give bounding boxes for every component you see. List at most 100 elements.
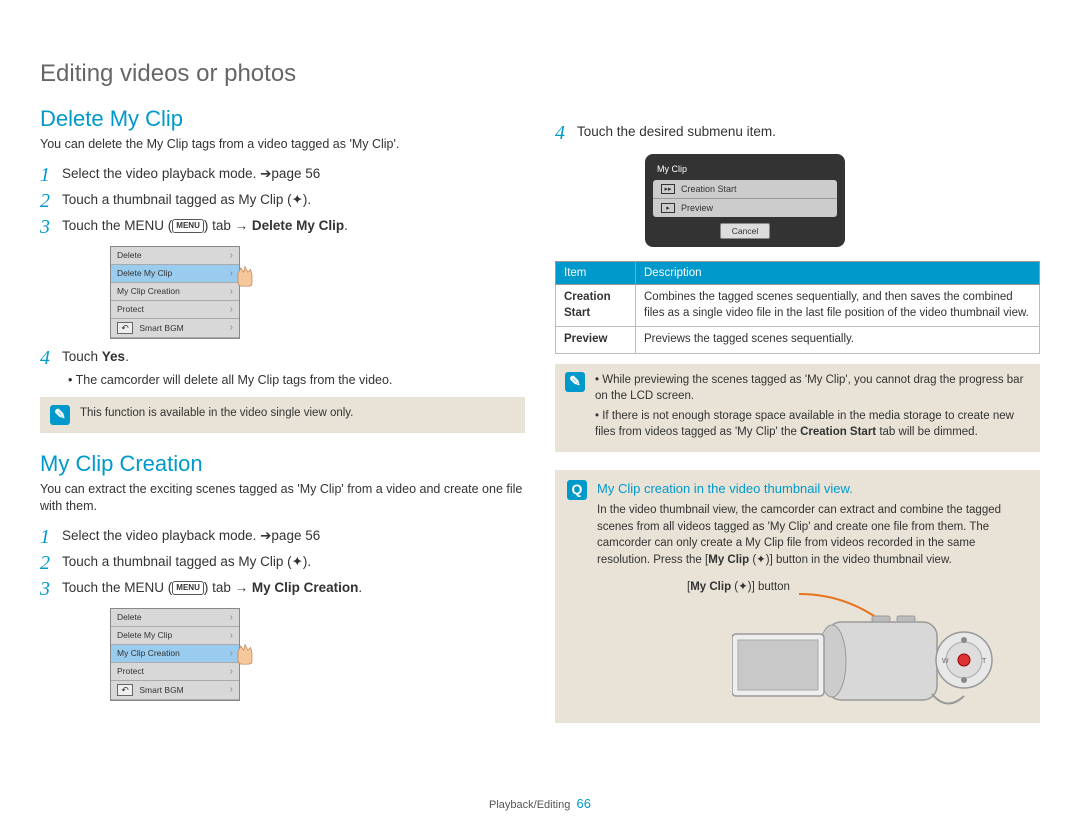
section-creation-intro: You can extract the exciting scenes tagg…: [40, 481, 525, 516]
back-icon: ↶: [117, 684, 133, 696]
menu-row: ↶ Smart BGM›: [111, 319, 239, 338]
creation-steps: 1 Select the video playback mode. ➔page …: [40, 526, 525, 600]
menu-label: Delete: [117, 612, 142, 622]
description-table: Item Description Creation Start Combines…: [555, 261, 1040, 354]
step-number: 2: [40, 552, 62, 574]
table-header: Item: [556, 262, 636, 285]
menu-row: ↶ Smart BGM›: [111, 681, 239, 700]
section-delete-title: Delete My Clip: [40, 106, 525, 132]
chevron-right-icon: ›: [230, 322, 233, 333]
step-text: Touch Yes.: [62, 347, 129, 367]
menu-label: Protect: [117, 304, 144, 314]
menu-row: Delete ›: [111, 609, 239, 627]
text-fragment: .: [358, 580, 362, 595]
text-fragment: .: [344, 218, 348, 233]
warning-box: ✎ While previewing the scenes tagged as …: [555, 364, 1040, 452]
step-number: 3: [40, 578, 62, 600]
chevron-right-icon: ›: [230, 612, 233, 623]
table-item: Preview: [556, 327, 636, 354]
menu-label: My Clip Creation: [117, 286, 180, 296]
menu-label: Delete: [117, 250, 142, 260]
warning-item: If there is not enough storage space ava…: [595, 408, 1030, 440]
chevron-right-icon: ›: [230, 304, 233, 315]
chevron-right-icon: ›: [230, 648, 233, 659]
step-number: 1: [40, 526, 62, 548]
submenu-row: ▸▸ Creation Start: [653, 180, 837, 199]
text-bold: Yes: [102, 349, 125, 364]
step-text: Touch the desired submenu item.: [577, 122, 776, 142]
text-fragment: ) tab →: [204, 218, 252, 233]
menu-label: Delete My Clip: [117, 630, 172, 640]
right-column: 4 Touch the desired submenu item. My Cli…: [555, 60, 1040, 741]
step-number: 4: [555, 122, 577, 144]
step-text: Touch the MENU (MENU) tab → My Clip Crea…: [62, 578, 362, 598]
note-icon: ✎: [50, 405, 70, 425]
chevron-right-icon: ›: [230, 630, 233, 641]
chevron-right-icon: ›: [230, 286, 233, 297]
delete-steps-cont: 4 Touch Yes.: [40, 347, 525, 369]
menu-badge: MENU: [172, 219, 204, 233]
table-desc: Combines the tagged scenes sequentially,…: [636, 285, 1040, 327]
step-number: 2: [40, 190, 62, 212]
camcorder-icon: W T: [732, 604, 1002, 714]
menu-badge: MENU: [172, 581, 204, 595]
step-number: 4: [40, 347, 62, 369]
submenu-label: Creation Start: [681, 184, 737, 194]
text-fragment: tab will be dimmed.: [876, 426, 978, 438]
back-icon: ↶: [117, 322, 133, 334]
text-fragment: Touch the MENU (: [62, 218, 172, 233]
menu-row: My Clip Creation ›: [111, 283, 239, 301]
delete-steps: 1 Select the video playback mode. ➔page …: [40, 164, 525, 238]
menu-label: My Clip Creation: [117, 648, 180, 658]
page-footer: Playback/Editing 66: [0, 796, 1080, 811]
warning-item: While previewing the scenes tagged as 'M…: [595, 372, 1030, 404]
thumbview-heading: My Clip creation in the video thumbnail …: [597, 480, 1028, 498]
right-step4: 4 Touch the desired submenu item.: [555, 122, 1040, 144]
thumbview-body: In the video thumbnail view, the camcord…: [597, 502, 1028, 569]
footer-section: Playback/Editing: [489, 799, 570, 811]
page-number: 66: [576, 796, 590, 811]
menu-label: Smart BGM: [139, 685, 229, 695]
note-icon: ✎: [565, 372, 585, 392]
menu-row-highlight: My Clip Creation ›: [111, 645, 239, 663]
left-column: Editing videos or photos Delete My Clip …: [40, 60, 525, 741]
myclip-button-label: [My Clip (✦)] button: [687, 579, 790, 595]
menu-row: Protect ›: [111, 301, 239, 319]
text-bold: Creation Start: [800, 426, 876, 438]
menu-row: Delete ›: [111, 247, 239, 265]
step-number: 3: [40, 216, 62, 238]
chevron-right-icon: ›: [230, 684, 233, 695]
step-text: Touch a thumbnail tagged as My Clip (✦).: [62, 552, 311, 572]
chevron-right-icon: ›: [230, 268, 233, 279]
cancel-button: Cancel: [720, 223, 770, 239]
text-bold: My Clip: [690, 581, 731, 593]
warning-content: While previewing the scenes tagged as 'M…: [595, 372, 1030, 444]
menu-row-highlight: Delete My Clip ›: [111, 265, 239, 283]
text-fragment: (✦)] button: [731, 581, 790, 593]
text-bold: My Clip Creation: [252, 580, 359, 595]
chevron-right-icon: ›: [230, 250, 233, 261]
section-creation-title: My Clip Creation: [40, 451, 525, 477]
step-text: Touch the MENU (MENU) tab → Delete My Cl…: [62, 216, 348, 236]
play-icon: ▸: [661, 203, 675, 213]
menu-row: Protect›: [111, 663, 239, 681]
page-title: Editing videos or photos: [40, 60, 525, 88]
submenu-screenshot: My Clip ▸▸Creation Start ▸Preview Cancel: [645, 154, 845, 247]
menu-label: Delete My Clip: [117, 268, 172, 278]
thumbview-box: Q My Clip creation in the video thumbnai…: [555, 470, 1040, 723]
text-fragment: ) tab →: [204, 580, 252, 595]
fastforward-icon: ▸▸: [661, 184, 675, 194]
text-bold: Delete My Clip: [252, 218, 344, 233]
submenu-row: ▸Preview: [653, 199, 837, 217]
svg-text:T: T: [982, 658, 987, 665]
table-desc: Previews the tagged scenes sequentially.: [636, 327, 1040, 354]
step-text: Select the video playback mode. ➔page 56: [62, 164, 320, 184]
note-text: This function is available in the video …: [80, 405, 515, 425]
step-sub-bullet: The camcorder will delete all My Clip ta…: [68, 373, 525, 387]
step-text: Select the video playback mode. ➔page 56: [62, 526, 320, 546]
text-fragment: Touch: [62, 349, 102, 364]
text-fragment: Touch the MENU (: [62, 580, 172, 595]
text-fragment: (✦)] button in the video thumbnail view.: [749, 554, 952, 566]
page-content: Editing videos or photos Delete My Clip …: [0, 0, 1080, 761]
table-header: Description: [636, 262, 1040, 285]
